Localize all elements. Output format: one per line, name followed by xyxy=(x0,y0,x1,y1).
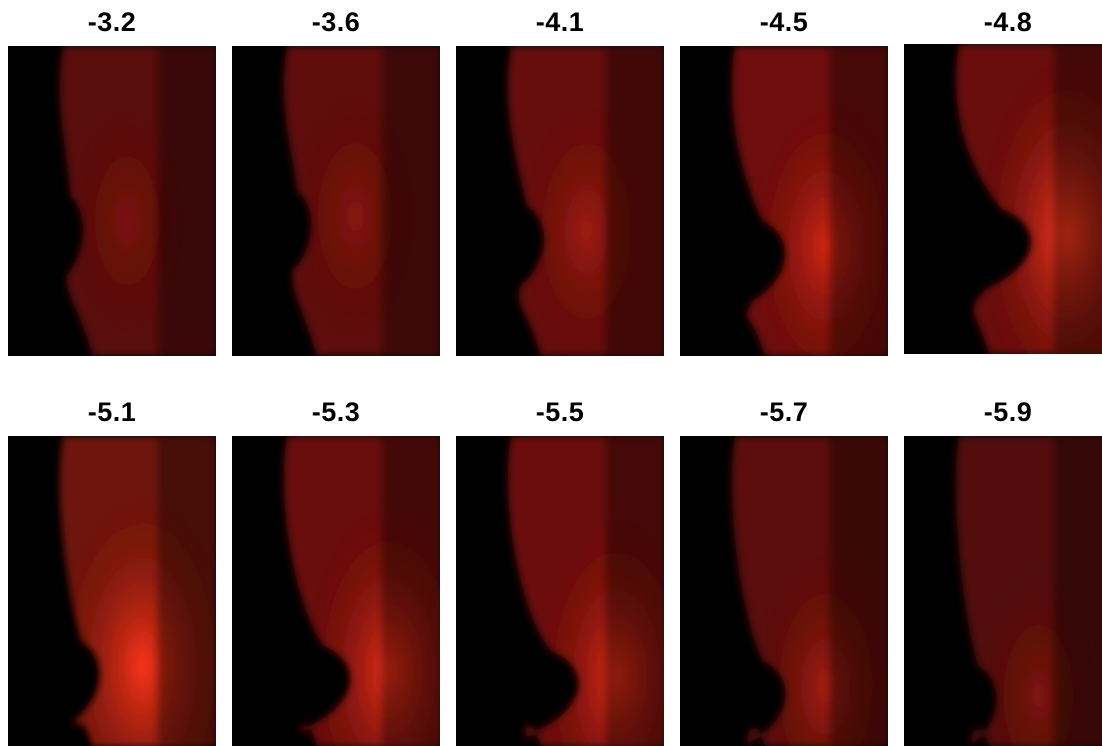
edge-fade xyxy=(606,46,664,356)
panel-label: -5.1 xyxy=(87,397,137,427)
fluorescence-image xyxy=(232,46,440,356)
edge-fade xyxy=(158,46,216,356)
panel-label: -3.6 xyxy=(311,7,361,37)
fluorescence-image xyxy=(456,46,664,356)
tissue-section-drawing xyxy=(955,44,1102,354)
tissue-section-drawing xyxy=(507,436,664,746)
panel-label: -5.9 xyxy=(983,397,1033,427)
tissue-section-drawing xyxy=(731,46,888,356)
panel-label: -4.1 xyxy=(535,7,585,37)
panel-label: -5.5 xyxy=(535,397,585,427)
tissue-section-drawing xyxy=(955,436,1102,746)
edge-fade xyxy=(1054,436,1102,746)
tissue-section-drawing xyxy=(731,436,888,746)
fluorescence-image xyxy=(904,436,1102,746)
edge-fade xyxy=(158,436,216,746)
fluorescence-image xyxy=(680,436,888,746)
panel-label: -5.3 xyxy=(311,397,361,427)
tissue-section-drawing xyxy=(283,46,440,356)
fluorescence-image xyxy=(456,436,664,746)
panel-label: -5.7 xyxy=(759,397,809,427)
panel-label: -4.8 xyxy=(983,7,1033,37)
tissue-section-drawing xyxy=(59,436,216,746)
tissue-section-drawing xyxy=(59,46,216,356)
edge-fade xyxy=(830,436,888,746)
tissue-section-drawing xyxy=(507,46,664,356)
tissue-section-drawing xyxy=(283,436,440,746)
panel-label: -3.2 xyxy=(87,7,137,37)
edge-fade xyxy=(1054,44,1102,354)
edge-fade xyxy=(606,436,664,746)
fluorescence-image xyxy=(232,436,440,746)
panel-label: -4.5 xyxy=(759,7,809,37)
fluorescence-image xyxy=(8,436,216,746)
edge-fade xyxy=(830,46,888,356)
fluorescence-image xyxy=(904,44,1102,354)
edge-fade xyxy=(382,436,440,746)
fluorescence-image xyxy=(8,46,216,356)
edge-fade xyxy=(382,46,440,356)
fluorescence-image xyxy=(680,46,888,356)
